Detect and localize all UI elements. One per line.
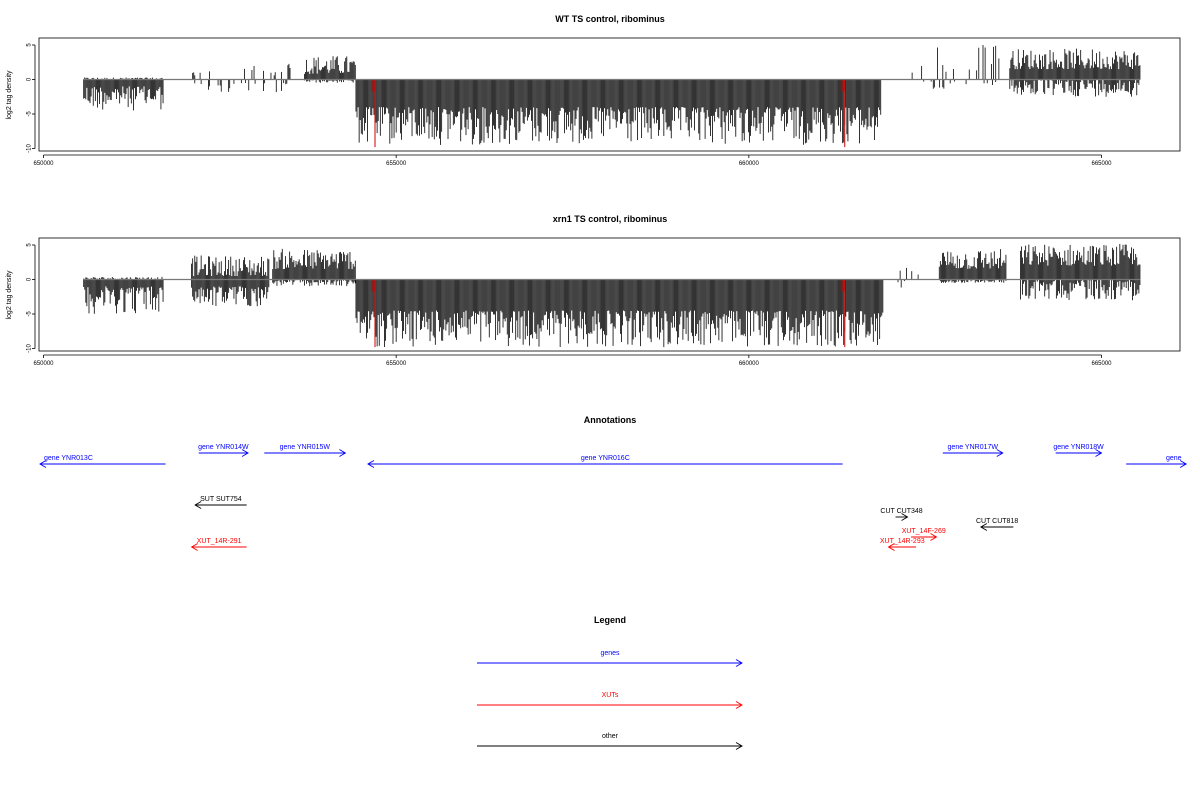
x-tick-label: 655000 (386, 361, 407, 367)
wt-plot-frame (38, 37, 1181, 152)
annotation-features: gene YNR013C gene YNR014W gene YNR015W gene… (39, 444, 1188, 551)
feature-other: CUT CUT348 (880, 508, 923, 521)
feature-xut: XUT_14R-293 (880, 538, 925, 551)
wt-coverage-bars (83, 45, 1141, 148)
arrow-head (339, 449, 347, 457)
feature-gene: gene YNR015W (264, 444, 347, 457)
arrow-head (930, 533, 938, 541)
arrow-head (39, 460, 47, 468)
feature-label: gene (1166, 455, 1182, 462)
x-tick-label: 650000 (33, 161, 54, 167)
y-tick-label: -5 (27, 311, 33, 317)
y-tick-label: 0 (27, 277, 33, 281)
x-tick-label: 665000 (1091, 361, 1112, 367)
arrow-head (1095, 449, 1103, 457)
y-tick-label: 0 (27, 77, 33, 81)
legend-title: Legend (594, 615, 626, 625)
legend-item: genes (477, 650, 743, 667)
xrn1-y-axis-title: log2 tag density (6, 270, 13, 320)
legend-item: other (477, 733, 743, 750)
arrow-head (996, 449, 1004, 457)
legend-items: genes XUTs other (477, 650, 743, 750)
x-tick-label: 655000 (386, 161, 407, 167)
arrow-head (735, 659, 743, 667)
wt-axes: 5 0 -5 -10 650000 655000 660000 665000 (27, 43, 1141, 167)
highlight-block (840, 279, 846, 292)
feature-label: gene YNR017W (948, 444, 999, 451)
arrow-head (901, 513, 909, 521)
xrn1-axes: 5 0 -5 -10 650000 655000 660000 665000 (27, 243, 1141, 367)
feature-label: CUT CUT818 (976, 518, 1018, 525)
highlight-block (371, 279, 377, 292)
feature-xut: XUT_14R-291 (190, 538, 247, 551)
y-tick-label: 5 (27, 43, 33, 47)
y-tick-label: -10 (27, 344, 33, 353)
legend-label: other (602, 733, 619, 740)
wt-coverage-panel: WT TS control, ribominus log2 tag densit… (6, 14, 1181, 167)
feature-gene: gene YNR014W (198, 444, 249, 457)
wt-panel-title: WT TS control, ribominus (555, 14, 665, 24)
legend-label: XUTs (602, 692, 619, 699)
feature-other: SUT SUT754 (194, 496, 247, 509)
feature-other: CUT CUT818 (976, 518, 1018, 531)
feature-label: gene YNR014W (198, 444, 249, 451)
arrow-head (194, 501, 202, 509)
highlight-block (840, 79, 846, 92)
legend: Legend genes XUTs other (477, 615, 743, 750)
arrow-head (735, 742, 743, 750)
xrn1-panel-title: xrn1 TS control, ribominus (553, 214, 668, 224)
feature-label: gene YNR016C (581, 455, 630, 462)
x-tick-label: 650000 (33, 361, 54, 367)
feature-label: gene YNR015W (280, 444, 331, 451)
legend-label: genes (600, 650, 620, 657)
wt-y-axis-title: log2 tag density (6, 70, 13, 120)
feature-gene: gene YNR018W (1053, 444, 1104, 457)
xrn1-plot-frame (38, 237, 1181, 352)
xrn1-coverage-bars (83, 243, 1141, 348)
legend-item: XUTs (477, 692, 743, 709)
arrow-head (190, 543, 198, 551)
feature-xut: XUT_14F-269 (902, 528, 946, 541)
arrow-head (367, 460, 375, 468)
feature-label: gene YNR018W (1053, 444, 1104, 451)
y-tick-label: 5 (27, 243, 33, 247)
feature-gene: gene (1126, 455, 1188, 468)
x-tick-label: 660000 (739, 361, 760, 367)
feature-label: gene YNR013C (44, 455, 93, 462)
x-tick-label: 665000 (1091, 161, 1112, 167)
feature-gene: gene YNR013C (39, 455, 166, 468)
arrow-head (1179, 460, 1188, 468)
feature-label: SUT SUT754 (200, 496, 242, 503)
y-tick-label: -5 (27, 111, 33, 117)
feature-label: CUT CUT348 (880, 508, 922, 515)
highlight-block (371, 79, 377, 92)
feature-gene: gene YNR016C (367, 455, 843, 468)
feature-gene: gene YNR017W (942, 444, 1004, 457)
y-tick-label: -10 (27, 144, 33, 153)
feature-label: XUT_14F-269 (902, 528, 946, 535)
feature-label: XUT_14R-293 (880, 538, 925, 545)
annotations-title: Annotations (584, 415, 637, 425)
xrn1-coverage-panel: xrn1 TS control, ribominus log2 tag dens… (6, 214, 1181, 367)
arrow-head (979, 523, 988, 531)
arrow-head (241, 449, 249, 457)
arrow-head (735, 701, 743, 709)
arrow-head (887, 543, 895, 551)
x-tick-label: 660000 (739, 161, 760, 167)
feature-label: XUT_14R-291 (197, 538, 242, 545)
